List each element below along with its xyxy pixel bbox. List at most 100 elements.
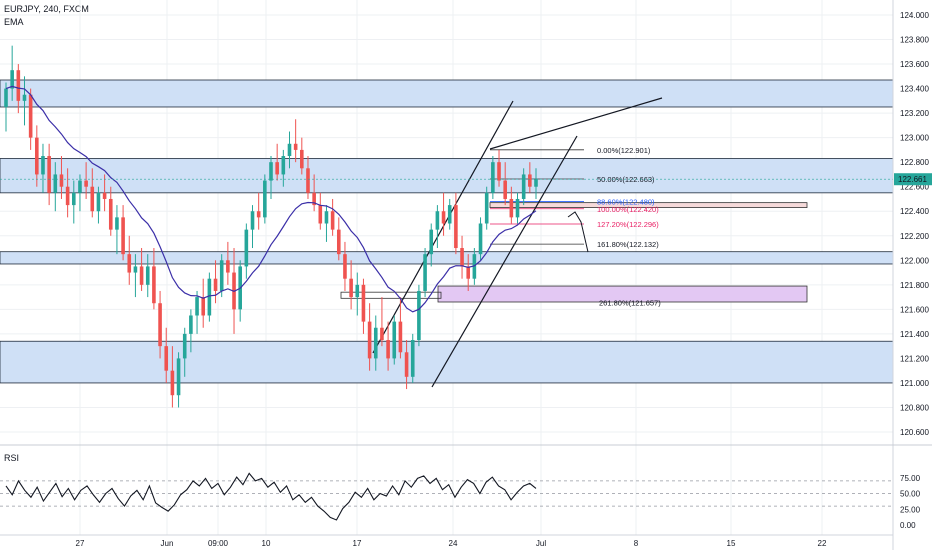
candle-body [133,266,138,273]
candle-body [41,156,45,175]
candle-body [78,180,82,193]
candle-body [22,94,27,101]
candle-body [269,162,273,181]
candle-body [189,315,193,334]
candle-body [380,327,384,341]
candle-body [281,156,286,175]
channel-line [431,135,578,388]
candle-body [195,297,199,316]
candle-body [398,321,403,353]
candle-body [497,162,501,181]
channel-line [372,100,514,354]
candle-body [28,94,33,138]
fib-level-label: 261.80%(121.657) [599,298,661,307]
candle-body [466,266,471,279]
price-tick-label: 122.400 [900,207,929,216]
rsi-tick-label: 0.00 [900,521,916,530]
candle-body [373,327,378,359]
candle-body [300,149,304,169]
price-tick-label: 122.600 [900,183,929,192]
fib-level-label: 88.60%(122.480) [597,197,655,206]
price-tick-label: 121.400 [900,330,929,339]
candle-body [441,211,446,224]
time-tick-label: 27 [76,539,85,548]
candle-body [336,229,341,255]
candle-body [330,211,335,230]
candle-body [355,284,360,298]
time-tick-label: 15 [727,539,736,548]
fib-level-label: 0.00%(122.901) [597,146,651,155]
rsi-label: RSI [4,453,20,463]
candle-body [121,217,125,255]
candle-body [534,179,538,187]
candle-body [10,70,14,89]
time-tick-label: Jul [536,539,546,548]
candle-body [521,174,526,199]
candle-body [164,346,169,371]
fib-level-label: 100.00%(122.420) [597,205,659,214]
candle-body [65,186,70,206]
candle-body [256,211,261,218]
candle-body [503,180,507,199]
price-tick-label: 123.200 [900,109,929,118]
candle-body [47,156,51,193]
candle-body [244,229,249,267]
candle-body [484,192,489,224]
target-zone-extension [340,291,442,299]
ema-line [5,85,537,313]
candle-body [287,143,292,157]
candle-body [528,174,532,187]
time-tick-label: 24 [449,539,458,548]
candle-body [201,297,206,316]
price-tick-label: 122.800 [900,158,929,167]
support-resistance-zone [0,251,894,265]
candle-body [515,198,520,218]
candle-body [84,180,88,187]
candle-body [16,70,21,101]
candle-body [263,180,267,218]
projected-path [567,211,589,253]
candle-body [361,284,366,322]
fib-level-label: 161.80%(122.132) [597,240,659,249]
time-tick-label: Jun [161,539,174,548]
price-tick-label: 120.800 [900,403,929,412]
candle-body [102,192,107,199]
candle-body [226,260,230,273]
support-resistance-zone [0,158,894,194]
candle-body [96,192,101,212]
price-tick-label: 124.000 [900,11,929,20]
candle-body [454,205,458,249]
rsi-line [5,472,537,521]
resistance-box [489,202,808,208]
candle-body [115,217,119,230]
candle-body [318,205,323,224]
candle-body [343,254,347,279]
time-tick-label: 09:00 [208,539,229,548]
support-resistance-zone [0,79,894,108]
candle-body [145,266,150,285]
candle-body [306,168,310,193]
price-tick-label: 123.400 [900,85,929,94]
candle-body [509,198,514,218]
price-tag [894,173,932,186]
candle-body [108,198,113,230]
candle-body [35,137,39,175]
time-tick-label: 10 [262,539,271,548]
target-zone [437,285,808,303]
candle-body [139,266,144,285]
candle-body [213,278,218,291]
candle-body [410,340,415,377]
price-tick-label: 121.600 [900,305,929,314]
candle-body [90,186,95,212]
candle-body [367,321,372,359]
candle-body [158,303,162,347]
candle-body [182,333,187,359]
price-tick-label: 123.800 [900,36,929,45]
candle-body [312,192,316,206]
fib-level-label: 50.00%(122.663) [597,175,655,184]
candle-body [176,358,181,396]
ema-indicator-label: EMA [4,17,24,27]
chart-title: EURJPY, 240, FXCM [4,4,89,14]
candle-body [429,229,434,255]
